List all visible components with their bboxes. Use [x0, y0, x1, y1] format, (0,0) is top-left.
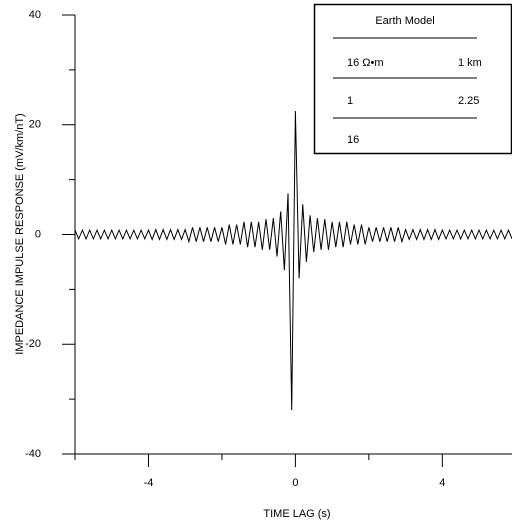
table-cell: 16 — [347, 134, 359, 146]
x-axis-label: TIME LAG (s) — [263, 508, 330, 520]
y-tick-label: 0 — [35, 228, 41, 240]
x-tick-label: -4 — [144, 477, 154, 489]
x-tick-label: 4 — [439, 477, 445, 489]
y-tick-label: 20 — [29, 119, 41, 131]
y-axis-label: IMPEDANCE IMPULSE RESPONSE (mV/km/nT) — [14, 113, 26, 354]
table-cell: 1 — [347, 95, 353, 107]
table-cell: 2.25 — [458, 95, 479, 107]
x-tick-label: 0 — [292, 477, 298, 489]
y-tick-label: -40 — [25, 448, 41, 460]
signal-line — [74, 111, 512, 411]
table-cell: 1 km — [458, 57, 482, 69]
model-box — [313, 3, 512, 155]
y-tick-label: -20 — [25, 338, 41, 350]
table-title: Earth Model — [375, 15, 434, 27]
y-tick-label: 40 — [29, 9, 41, 21]
table-cell: 16 Ω•m — [347, 57, 384, 69]
